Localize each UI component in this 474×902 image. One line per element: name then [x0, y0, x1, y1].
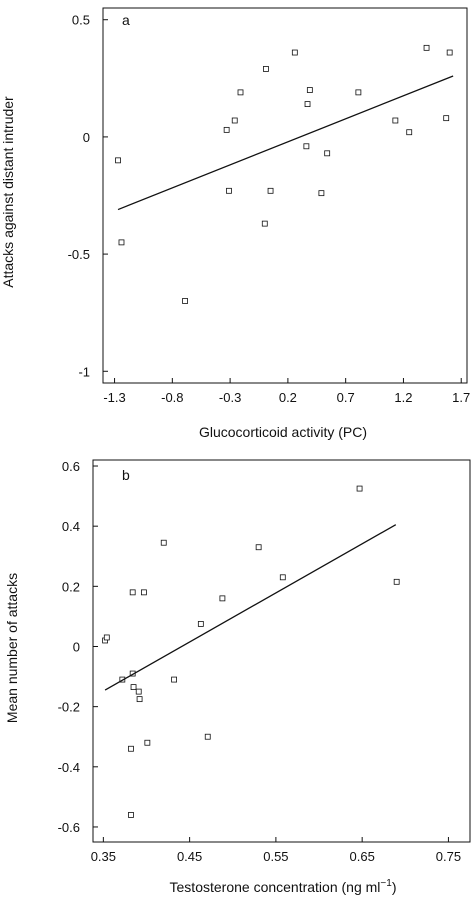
- panel-a-data-point: [231, 117, 238, 124]
- panel-b-axis-ticks: 0.35 0.45 0.55 0.65 0.75 0.6 0.4 0.2 0 -0.2 -0.4 -0…: [58, 459, 461, 864]
- panel-b-label: b: [122, 467, 130, 483]
- panel-a-label: a: [122, 12, 130, 28]
- panel-a-y-tick-label: -0.5: [68, 247, 90, 262]
- panel-a-scatter-chart: a -1.3 -0.8 -0.3 0.2 0.7 1.2 1.7 0.5 0 -0.5 -1 Glu…: [0, 7, 471, 440]
- panel-b-x-tick-label: 0.75: [436, 849, 461, 864]
- panel-b-data-point: [393, 578, 400, 585]
- panel-b-data-point: [128, 745, 134, 752]
- panel-b-points: [102, 485, 400, 818]
- panel-b-data-point: [128, 812, 134, 818]
- panel-a-data-point: [261, 220, 268, 227]
- panel-a-y-tick-label: 0.5: [72, 13, 90, 28]
- panel-a-data-point: [226, 187, 232, 194]
- panel-a-plot-frame: [102, 7, 468, 384]
- panel-b-data-point: [135, 688, 142, 695]
- panel-b-x-axis-label: Testosterone concentration (ng ml−1): [170, 878, 397, 895]
- panel-a-axis-ticks: -1.3 -0.8 -0.3 0.2 0.7 1.2 1.7 0.5 0 -0.5 -1: [68, 13, 471, 405]
- panel-a-data-point: [443, 115, 450, 122]
- panel-b-scatter-chart: b 0.35 0.45 0.55 0.65 0.75 0.6 0.4 0.2 0 -0.2 -0.4…: [4, 459, 471, 895]
- panel-a-data-point: [304, 101, 311, 107]
- panel-b-x-tick-label: 0.45: [177, 849, 202, 864]
- panel-a-data-point: [267, 187, 274, 194]
- panel-b-data-point: [144, 739, 151, 746]
- panel-a-data-point: [446, 49, 453, 56]
- panel-b-data-point: [219, 595, 226, 602]
- panel-b-data-point: [197, 621, 204, 627]
- panel-b-y-tick-label: 0: [73, 639, 80, 654]
- panel-b-data-point: [103, 634, 110, 641]
- panel-b-y-tick-label: 0.4: [62, 519, 80, 534]
- panel-b-data-point: [204, 733, 211, 740]
- panel-a-data-point: [291, 49, 298, 56]
- panel-a-data-point: [324, 150, 331, 157]
- panel-b-data-point: [171, 676, 177, 683]
- panel-a-x-tick-label: -0.3: [219, 390, 241, 405]
- panel-a-data-point: [263, 66, 269, 72]
- panel-a-points: [115, 44, 453, 304]
- panel-a-regression-line: [117, 75, 454, 211]
- panel-a-y-tick-label: 0: [83, 130, 90, 145]
- panel-b-regression-line: [104, 524, 397, 691]
- panel-a-data-point: [115, 157, 121, 164]
- panel-a-x-tick-label: 1.2: [394, 390, 412, 405]
- panel-b-data-point: [160, 539, 167, 546]
- panel-a-data-point: [303, 143, 310, 150]
- panel-b-data-point: [255, 544, 262, 551]
- panel-a-data-point: [237, 89, 244, 96]
- panel-a-data-point: [118, 239, 125, 246]
- panel-b-y-tick-label: -0.2: [58, 700, 80, 715]
- panel-b-data-point: [279, 574, 286, 581]
- panel-a-x-tick-label: -1.3: [103, 390, 125, 405]
- panel-b-data-point: [140, 589, 147, 596]
- panel-b-data-point: [356, 485, 363, 492]
- panel-a-data-point: [392, 117, 399, 124]
- panel-a-data-point: [318, 190, 325, 197]
- panel-a-data-point: [423, 44, 430, 51]
- panel-a-x-tick-label: 0.7: [337, 390, 355, 405]
- panel-a-data-point: [406, 129, 413, 136]
- panel-b-plot-frame: [92, 459, 471, 843]
- panel-a-x-axis-label: Glucocorticoid activity (PC): [199, 424, 367, 440]
- panel-a-data-point: [306, 87, 313, 93]
- panel-b-x-axis-label-superscript: −1: [380, 878, 392, 889]
- panel-a-y-tick-label: -1: [78, 364, 90, 379]
- panel-b-y-tick-label: -0.4: [58, 760, 80, 775]
- panel-a-x-tick-label: 0.2: [279, 390, 297, 405]
- panel-b-x-axis-label-main: Testosterone concentration (ng ml: [170, 879, 381, 895]
- panel-a-x-tick-label: 1.7: [452, 390, 470, 405]
- panel-b-y-axis-label: Mean number of attacks: [4, 573, 20, 723]
- panel-b-x-axis-label-suffix: ): [392, 879, 397, 895]
- panel-b-y-tick-label: 0.6: [62, 459, 80, 474]
- panel-b-data-point: [136, 696, 143, 703]
- panel-b-x-tick-label: 0.55: [263, 849, 288, 864]
- panel-a-data-point: [182, 298, 188, 304]
- panel-a-x-tick-label: -0.8: [161, 390, 183, 405]
- panel-b-data-point: [130, 684, 137, 690]
- panel-a-data-point: [223, 126, 230, 133]
- panel-a-data-point: [355, 89, 362, 96]
- panel-b-x-tick-label: 0.65: [350, 849, 375, 864]
- panel-a-y-axis-label: Attacks against distant intruder: [0, 96, 16, 288]
- panel-b-y-tick-label: 0.2: [62, 579, 80, 594]
- panel-b-y-tick-label: -0.6: [58, 820, 80, 835]
- panel-b-data-point: [129, 589, 136, 596]
- panel-b-x-tick-label: 0.35: [91, 849, 116, 864]
